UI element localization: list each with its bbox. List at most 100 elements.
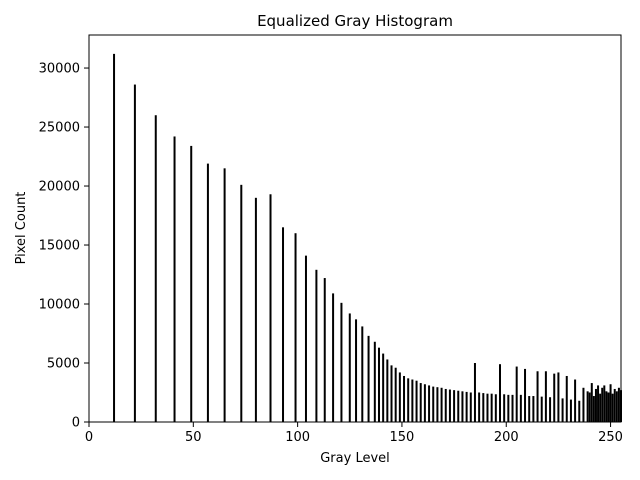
- histogram-bar: [465, 391, 468, 422]
- histogram-bar: [613, 388, 616, 422]
- histogram-bar: [254, 197, 257, 422]
- x-tick-label: 200: [494, 430, 519, 445]
- histogram-bar: [113, 53, 116, 422]
- histogram-bar: [361, 326, 364, 422]
- histogram-bar: [206, 163, 209, 423]
- histogram-bar: [340, 302, 343, 422]
- histogram-bar: [315, 269, 318, 422]
- histogram-bar: [494, 394, 497, 422]
- histogram-bar: [478, 392, 481, 422]
- histogram-bar: [594, 388, 597, 422]
- histogram-bar: [403, 375, 406, 422]
- histogram-bar: [601, 387, 604, 422]
- histogram-bar: [490, 393, 493, 422]
- histogram-bar: [553, 373, 556, 423]
- histogram-bar: [294, 233, 297, 422]
- histogram-bar: [511, 394, 514, 422]
- histogram-bar: [605, 391, 608, 422]
- histogram-bar: [390, 365, 393, 422]
- histogram-bar: [607, 392, 610, 422]
- histogram-bar: [432, 386, 435, 422]
- histogram-bar: [304, 255, 307, 422]
- histogram-bar: [461, 391, 464, 422]
- histogram-bar: [515, 366, 518, 422]
- histogram-bar: [473, 363, 476, 422]
- histogram-bar: [323, 278, 326, 422]
- x-axis-label: Gray Level: [320, 451, 390, 466]
- histogram-bar: [503, 394, 506, 422]
- histogram-bar: [154, 115, 157, 422]
- y-axis-ticks: 0 5000 10000 15000 20000 25000 30000: [39, 62, 89, 431]
- histogram-bar: [592, 396, 595, 422]
- histogram-bar: [269, 194, 272, 422]
- histogram-bar: [519, 394, 522, 422]
- histogram-bar: [532, 396, 535, 422]
- histogram-bar: [282, 227, 285, 422]
- histogram-bar: [469, 392, 472, 422]
- y-tick-label: 20000: [39, 180, 80, 195]
- histogram-bar: [611, 393, 614, 422]
- histogram-bar: [377, 347, 380, 422]
- histogram-bar: [569, 399, 572, 422]
- histogram-bar: [609, 384, 612, 422]
- x-tick-label: 150: [390, 430, 415, 445]
- histogram-bar: [382, 353, 385, 422]
- histogram-bar: [544, 371, 547, 422]
- histogram-bar: [415, 380, 418, 422]
- x-axis-ticks: 0 50 100 150 200 250: [85, 422, 623, 445]
- histogram-bar: [367, 335, 370, 422]
- histogram-bar: [386, 359, 389, 422]
- histogram-bar: [590, 383, 593, 422]
- histogram-bar: [561, 398, 564, 422]
- histogram-bar: [457, 390, 460, 422]
- x-tick-label: 100: [285, 430, 310, 445]
- histogram-bar: [436, 387, 439, 422]
- histogram-bar: [223, 168, 226, 422]
- histogram-bar: [448, 389, 451, 422]
- histogram-bar: [507, 394, 510, 422]
- y-tick-label: 25000: [39, 121, 80, 136]
- histogram-bar: [486, 393, 489, 422]
- y-axis-label: Pixel Count: [14, 192, 29, 265]
- y-tick-label: 30000: [39, 62, 80, 77]
- histogram-bar: [407, 378, 410, 422]
- x-tick-label: 0: [85, 430, 93, 445]
- histogram-bar: [603, 385, 606, 422]
- histogram-bar: [440, 387, 443, 422]
- histogram-bar: [615, 391, 618, 422]
- histogram-bar: [332, 293, 335, 422]
- histogram-bar: [133, 84, 136, 423]
- histogram-bar: [173, 136, 176, 422]
- histogram-bar: [557, 372, 560, 422]
- histogram-bar: [574, 379, 577, 422]
- histogram-bar: [597, 385, 600, 422]
- bars-group: [113, 53, 622, 423]
- histogram-bar: [411, 379, 414, 422]
- histogram-bar: [524, 368, 527, 422]
- chart-title: Equalized Gray Histogram: [257, 12, 453, 30]
- histogram-bar: [482, 393, 485, 422]
- histogram-bar: [536, 371, 539, 422]
- histogram-bar: [428, 385, 431, 422]
- plot-frame: [88, 34, 622, 423]
- histogram-bar: [528, 396, 531, 422]
- x-tick-label: 250: [598, 430, 623, 445]
- histogram-bar: [398, 372, 401, 422]
- histogram-bar: [190, 145, 193, 422]
- histogram-bar: [355, 319, 358, 422]
- histogram-bar: [499, 364, 501, 422]
- histogram-bar: [599, 393, 602, 422]
- histogram-bar: [578, 400, 581, 422]
- histogram-bar: [373, 341, 376, 422]
- histogram-bar: [617, 387, 620, 422]
- histogram-bar: [423, 384, 426, 422]
- histogram-bar: [586, 391, 589, 422]
- histogram-bar: [588, 392, 591, 422]
- y-tick-label: 5000: [47, 357, 80, 372]
- histogram-bar: [565, 375, 568, 422]
- x-tick-label: 50: [185, 430, 202, 445]
- histogram-bar: [394, 367, 397, 422]
- histogram-bar: [582, 387, 585, 422]
